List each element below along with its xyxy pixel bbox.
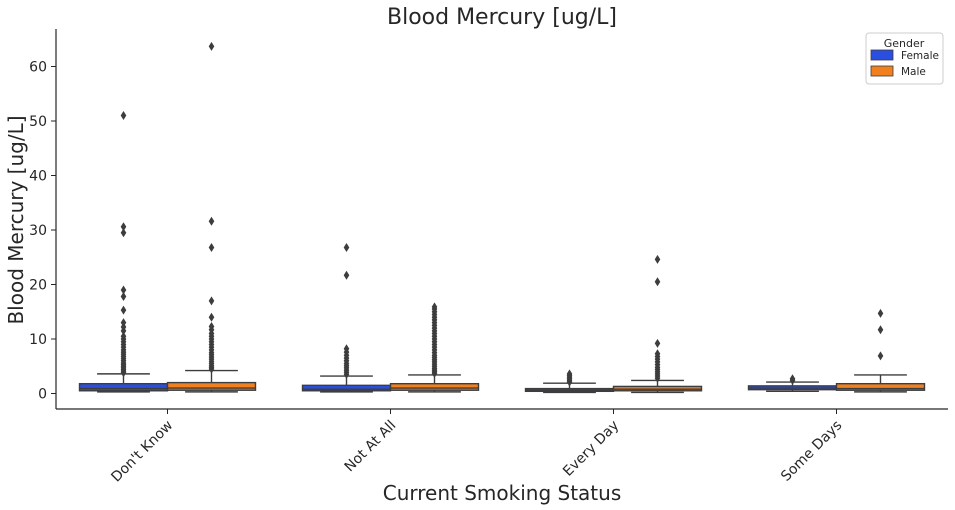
legend: Gender Female Male — [865, 32, 944, 85]
outlier-point — [120, 291, 127, 301]
box-iqr — [78, 382, 169, 392]
box-iqr — [301, 384, 392, 392]
outlier-point — [120, 318, 127, 328]
legend-swatch-male — [870, 65, 894, 77]
outlier-point — [877, 308, 884, 318]
y-tick-label: 30 — [29, 223, 47, 239]
box-iqr — [389, 382, 480, 391]
legend-title: Gender — [884, 37, 925, 50]
box-male-3 — [835, 308, 926, 393]
x-tick-label: Every Day — [560, 418, 622, 480]
box-female-0 — [78, 111, 169, 393]
y-tick-label: 10 — [29, 332, 47, 348]
legend-label-female: Female — [901, 50, 939, 62]
outlier-point — [566, 369, 573, 379]
chart-title: Blood Mercury [ug/L] — [387, 5, 617, 30]
outlier-point — [208, 41, 215, 51]
y-tick-label: 20 — [29, 278, 47, 294]
outlier-point — [654, 254, 661, 264]
outlier-point — [120, 331, 127, 341]
x-tick-label: Not At All — [342, 418, 400, 476]
x-axis-label: Current Smoking Status — [383, 481, 622, 505]
y-axis-label: Blood Mercury [ug/L] — [4, 115, 28, 324]
box-iqr — [166, 381, 257, 391]
outlier-point — [789, 374, 796, 384]
outlier-point — [343, 344, 350, 354]
legend-label-male: Male — [901, 66, 926, 78]
outlier-point — [654, 338, 661, 348]
outlier-point — [120, 111, 127, 121]
y-tick-label: 40 — [29, 169, 47, 185]
outlier-point — [343, 242, 350, 252]
box-female-3 — [747, 374, 838, 393]
legend-swatch-female — [870, 49, 894, 61]
outlier-point — [208, 216, 215, 226]
outlier-point — [120, 285, 127, 295]
y-tick-label: 60 — [29, 60, 47, 76]
plot-area — [78, 41, 926, 394]
outlier-point — [120, 228, 127, 238]
box-male-0 — [166, 41, 257, 393]
outlier-point — [120, 222, 127, 232]
y-axis: 0 10 20 30 40 50 60 — [29, 29, 57, 409]
box-female-1 — [301, 242, 392, 393]
outlier-point — [208, 296, 215, 306]
x-axis: Don't Know Not At All Every Day Some Days — [56, 408, 948, 486]
outlier-point — [208, 242, 215, 252]
box-male-2 — [612, 254, 703, 394]
x-tick-label: Don't Know — [108, 418, 176, 486]
outlier-point — [877, 325, 884, 335]
y-tick-label: 50 — [29, 114, 47, 130]
y-tick-label: 0 — [38, 387, 47, 403]
outlier-point — [120, 305, 127, 315]
outlier-point — [877, 351, 884, 361]
outlier-point — [208, 321, 215, 331]
outlier-point — [654, 277, 661, 287]
box-female-2 — [524, 369, 615, 394]
box-iqr — [835, 382, 926, 391]
outlier-point — [208, 312, 215, 322]
outlier-point — [431, 302, 438, 312]
x-tick-label: Some Days — [778, 418, 845, 485]
box-male-1 — [389, 302, 480, 393]
outlier-point — [654, 349, 661, 359]
outlier-point — [343, 270, 350, 280]
